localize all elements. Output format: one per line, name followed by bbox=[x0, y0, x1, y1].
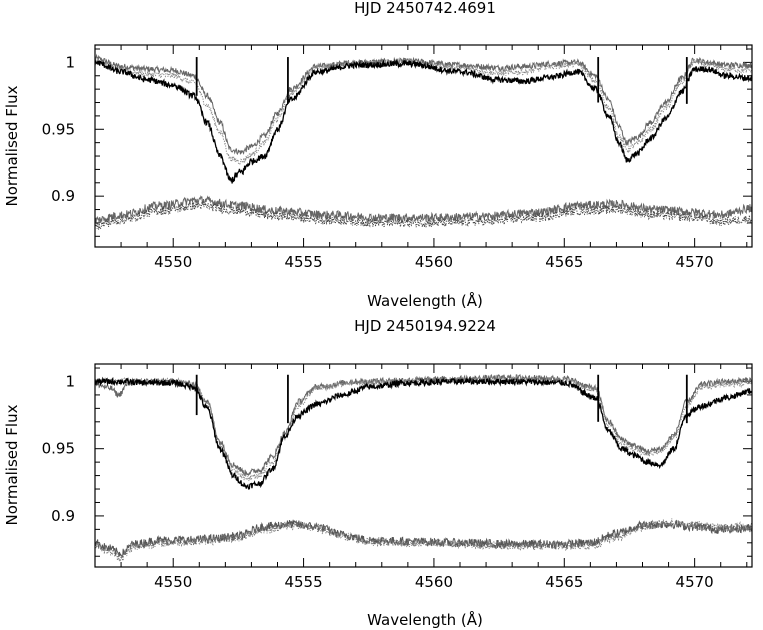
top-ytick-label: 0.95 bbox=[42, 120, 75, 138]
bottom-ylabel: Normalised Flux bbox=[3, 404, 21, 525]
bottom-plot-area: 4550 4555 4560 4565 4570 0.9 0.95 1 bbox=[42, 364, 752, 591]
bottom-ytick-label: 0.9 bbox=[51, 507, 75, 525]
top-ytick-label: 1 bbox=[65, 53, 75, 71]
bottom-xtick-label: 4555 bbox=[284, 573, 322, 591]
bottom-xtick-label: 4550 bbox=[154, 573, 192, 591]
bottom-panel: HJD 2450194.9224 4550 4555 4560 4565 4570 0.9… bbox=[3, 317, 753, 629]
top-panel-title: HJD 2450742.4691 bbox=[354, 0, 496, 17]
top-series-0 bbox=[95, 53, 752, 156]
bottom-xtick-label: 4570 bbox=[676, 573, 714, 591]
top-xtick-label: 4560 bbox=[415, 253, 453, 271]
bottom-ytick-label: 0.95 bbox=[42, 440, 75, 458]
top-xtick-label: 4570 bbox=[676, 253, 714, 271]
top-series-3 bbox=[95, 195, 752, 224]
bottom-plot-frame bbox=[94, 363, 753, 568]
top-series-1 bbox=[95, 57, 752, 165]
top-xtick-label: 4550 bbox=[154, 253, 192, 271]
bottom-xtick-label: 4565 bbox=[545, 573, 583, 591]
bottom-series-3 bbox=[95, 519, 752, 558]
top-xtick-label: 4555 bbox=[284, 253, 322, 271]
bottom-series-2 bbox=[95, 376, 752, 490]
top-plot-area: 4550 4555 4560 4565 4570 0.9 0.95 1 bbox=[42, 45, 752, 271]
bottom-panel-title: HJD 2450194.9224 bbox=[354, 317, 496, 335]
bottom-xlabel: Wavelength (Å) bbox=[367, 610, 483, 629]
top-xtick-label: 4565 bbox=[545, 253, 583, 271]
top-ytick-label: 0.9 bbox=[51, 187, 75, 205]
bottom-ytick-label: 1 bbox=[65, 372, 75, 390]
bottom-xtick-label: 4560 bbox=[415, 573, 453, 591]
bottom-series-4 bbox=[95, 518, 752, 563]
top-plot-frame bbox=[94, 44, 753, 248]
top-series-2 bbox=[95, 59, 752, 184]
top-xlabel: Wavelength (Å) bbox=[367, 291, 483, 310]
top-panel: HJD 2450742.4691 4550 4555 4560 4565 4570 0.9… bbox=[3, 0, 753, 310]
top-ylabel: Normalised Flux bbox=[3, 85, 21, 206]
